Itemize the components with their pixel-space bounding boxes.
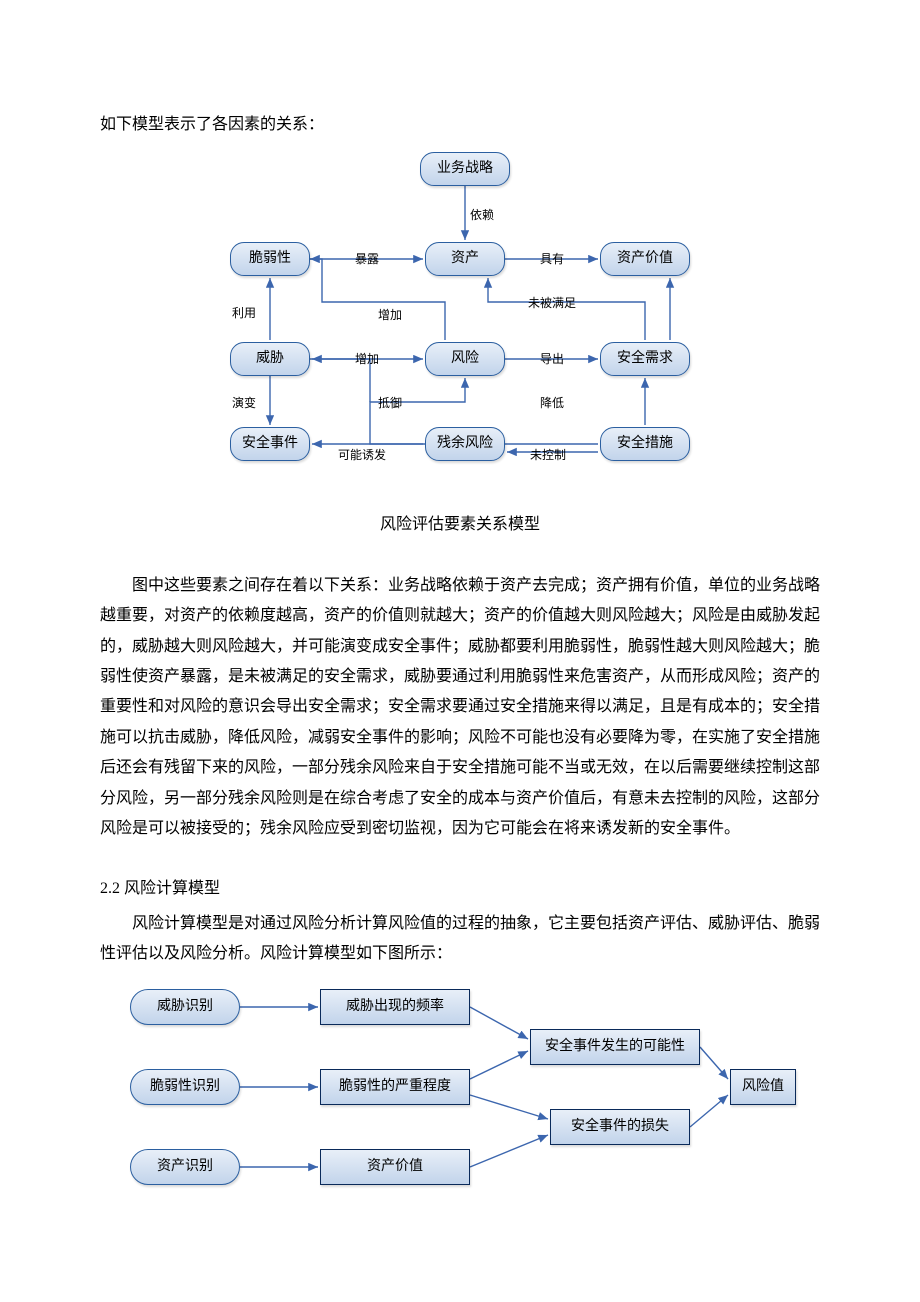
edge-label-13: 未控制 (530, 444, 566, 467)
node-asset: 资产 (425, 242, 505, 276)
node-need: 安全需求 (600, 342, 690, 376)
pill-p2: 脆弱性识别 (130, 1069, 240, 1105)
rect-r2: 脆弱性的严重程度 (320, 1069, 470, 1105)
paragraph-2: 风险计算模型是对通过风险分析计算风险值的过程的抽象，它主要包括资产评估、威胁评估… (100, 909, 820, 970)
intro-text: 如下模型表示了各因素的关系： (100, 110, 820, 140)
section-2-2-heading: 2.2 风险计算模型 (100, 874, 820, 904)
diagram-risk-elements: 业务战略脆弱性 资产 资产价值威胁 风险 安全需求安全事件 残余风险 安全措施 依赖暴露 具有利… (210, 152, 710, 492)
edge-label-7: 导出 (540, 348, 564, 371)
edge-label-0: 依赖 (470, 204, 494, 227)
node-value: 资产价值 (600, 242, 690, 276)
edge-label-1: 暴露 (355, 248, 379, 271)
diagram-risk-calculation: 威胁识别脆弱性识别资产识别 威胁出现的频率脆弱性的严重程度资产价值 安全事件发生的可… (120, 979, 800, 1199)
pill-p3: 资产识别 (130, 1149, 240, 1185)
diagram1-caption: 风险评估要素关系模型 (100, 510, 820, 540)
edge-label-9: 抵御 (378, 392, 402, 415)
node-ctrl: 安全措施 (600, 427, 690, 461)
node-risk: 风险 (425, 342, 505, 376)
node-threat: 威胁 (230, 342, 310, 376)
edge-label-11: 降低 (540, 392, 564, 415)
rect-r3: 资产价值 (320, 1149, 470, 1185)
edge-label-12: 可能诱发 (338, 444, 386, 467)
edge-label-5: 未被满足 (528, 292, 576, 315)
node-vuln: 脆弱性 (230, 242, 310, 276)
rect-r4: 安全事件发生的可能性 (530, 1029, 700, 1065)
node-resid: 残余风险 (425, 427, 505, 461)
edge-label-3: 利用 (232, 302, 256, 325)
rect-r6: 风险值 (730, 1069, 796, 1105)
edge-label-6: 增加 (355, 348, 379, 371)
edge-label-4: 增加 (378, 304, 402, 327)
paragraph-1: 图中这些要素之间存在着以下关系：业务战略依赖于资产去完成；资产拥有价值，单位的业… (100, 571, 820, 845)
node-event: 安全事件 (230, 427, 310, 461)
edge-label-8: 演变 (232, 392, 256, 415)
rect-r5: 安全事件的损失 (550, 1109, 690, 1145)
rect-r1: 威胁出现的频率 (320, 989, 470, 1025)
node-biz: 业务战略 (420, 152, 510, 186)
pill-p1: 威胁识别 (130, 989, 240, 1025)
edge-label-2: 具有 (540, 248, 564, 271)
